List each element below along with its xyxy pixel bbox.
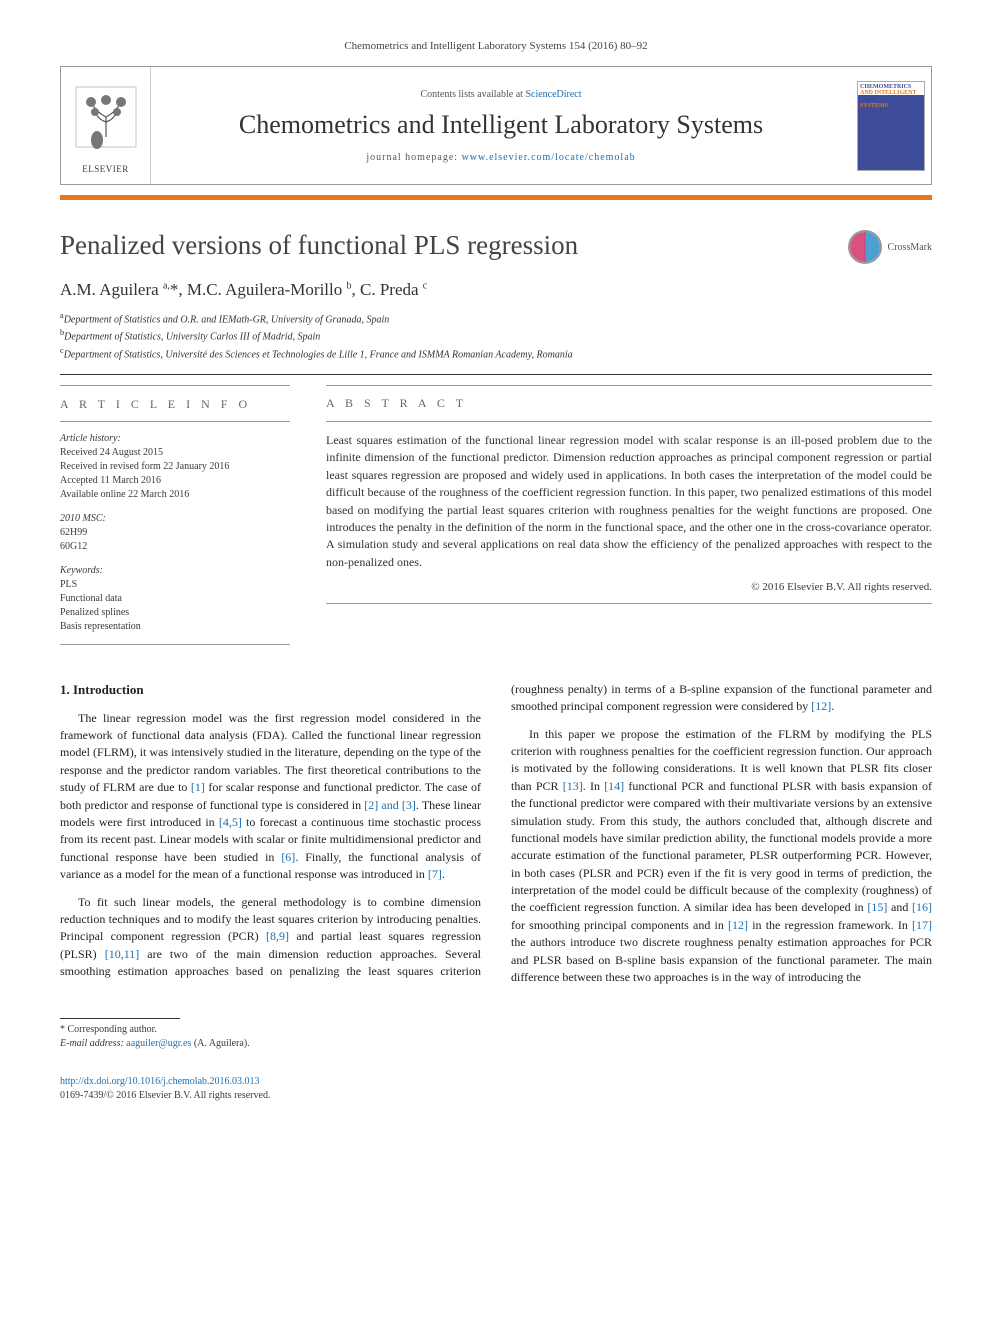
keyword-line: Basis representation <box>60 620 290 634</box>
abstract-copyright: © 2016 Elsevier B.V. All rights reserved… <box>326 581 932 593</box>
history-line: Available online 22 March 2016 <box>60 488 290 502</box>
crossmark-button[interactable]: CrossMark <box>848 230 932 264</box>
footnote-separator <box>60 1018 180 1019</box>
affiliation-line: bDepartment of Statistics, University Ca… <box>60 327 932 344</box>
publisher-name: ELSEVIER <box>71 164 141 174</box>
ref-link[interactable]: [7] <box>428 867 442 881</box>
body-columns: 1. Introduction The linear regression mo… <box>60 681 932 989</box>
journal-homepage-link[interactable]: www.elsevier.com/locate/chemolab <box>462 152 636 163</box>
msc-line: 60G12 <box>60 540 290 554</box>
doi-link[interactable]: http://dx.doi.org/10.1016/j.chemolab.201… <box>60 1076 260 1087</box>
elsevier-tree-icon <box>71 77 141 157</box>
affiliations: aDepartment of Statistics and O.R. and I… <box>60 310 932 362</box>
email-person: (A. Aguilera). <box>194 1038 250 1049</box>
article-info-heading: A R T I C L E I N F O <box>60 396 290 413</box>
ref-link[interactable]: [12] <box>811 699 831 713</box>
divider <box>60 374 932 375</box>
ref-link[interactable]: [13] <box>563 779 583 793</box>
ref-link[interactable]: [17] <box>912 918 932 932</box>
ref-link[interactable]: [12] <box>728 918 748 932</box>
email-label: E-mail address: <box>60 1038 124 1049</box>
doi-block: http://dx.doi.org/10.1016/j.chemolab.201… <box>60 1075 932 1103</box>
journal-header: ELSEVIER Contents lists available at Sci… <box>60 66 932 185</box>
affiliation-line: aDepartment of Statistics and O.R. and I… <box>60 310 932 327</box>
cover-line: CHEMOMETRICS <box>860 84 922 91</box>
cover-line: AND INTELLIGENT <box>860 90 922 97</box>
ref-link[interactable]: [4,5] <box>219 815 242 829</box>
history-line: Accepted 11 March 2016 <box>60 474 290 488</box>
history-line: Received 24 August 2015 <box>60 446 290 460</box>
body-para: In this paper we propose the estimation … <box>511 726 932 987</box>
journal-reference: Chemometrics and Intelligent Laboratory … <box>60 40 932 52</box>
corresponding-author: * Corresponding author. <box>60 1023 932 1037</box>
abstract-column: A B S T R A C T Least squares estimation… <box>326 385 932 655</box>
cover-line: LABORATORY <box>860 97 922 104</box>
ref-link[interactable]: [14] <box>604 779 624 793</box>
section-heading-intro: 1. Introduction <box>60 681 481 700</box>
accent-bar <box>60 195 932 200</box>
crossmark-icon <box>848 230 882 264</box>
issn-copyright: 0169-7439/© 2016 Elsevier B.V. All right… <box>60 1090 270 1101</box>
email-link[interactable]: aaguiler@ugr.es <box>126 1038 191 1049</box>
contents-list-line: Contents lists available at ScienceDirec… <box>161 89 841 100</box>
ref-link[interactable]: [6] <box>281 850 295 864</box>
abstract-heading: A B S T R A C T <box>326 396 932 411</box>
abstract-text: Least squares estimation of the function… <box>326 432 932 571</box>
authors-line: A.M. Aguilera a,*, M.C. Aguilera-Morillo… <box>60 280 932 300</box>
ref-link[interactable]: [10,11] <box>105 947 140 961</box>
publisher-logo[interactable]: ELSEVIER <box>61 67 151 184</box>
history-label: Article history: <box>60 432 290 446</box>
journal-homepage-line: journal homepage: www.elsevier.com/locat… <box>161 152 841 163</box>
journal-cover-thumbnail[interactable]: CHEMOMETRICS AND INTELLIGENT LABORATORY … <box>851 67 931 184</box>
keyword-line: Penalized splines <box>60 606 290 620</box>
article-title: Penalized versions of functional PLS reg… <box>60 230 848 261</box>
ref-link[interactable]: [15] <box>867 900 887 914</box>
header-center: Contents lists available at ScienceDirec… <box>151 67 851 184</box>
journal-name: Chemometrics and Intelligent Laboratory … <box>161 110 841 140</box>
msc-label: 2010 MSC: <box>60 512 290 526</box>
ref-link[interactable]: [2] and [3] <box>364 798 416 812</box>
ref-link[interactable]: [8,9] <box>266 929 289 943</box>
keyword-line: PLS <box>60 578 290 592</box>
affiliation-line: cDepartment of Statistics, Université de… <box>60 345 932 362</box>
body-para: The linear regression model was the firs… <box>60 710 481 884</box>
msc-line: 62H99 <box>60 526 290 540</box>
crossmark-label: CrossMark <box>888 242 932 253</box>
footnotes: * Corresponding author. E-mail address: … <box>60 1023 932 1051</box>
cover-line: SYSTEMS <box>860 103 922 110</box>
sciencedirect-link[interactable]: ScienceDirect <box>525 89 581 100</box>
keywords-label: Keywords: <box>60 564 290 578</box>
keyword-line: Functional data <box>60 592 290 606</box>
article-info-column: A R T I C L E I N F O Article history: R… <box>60 385 290 655</box>
ref-link[interactable]: [1] <box>191 780 205 794</box>
history-line: Received in revised form 22 January 2016 <box>60 460 290 474</box>
ref-link[interactable]: [16] <box>912 900 932 914</box>
